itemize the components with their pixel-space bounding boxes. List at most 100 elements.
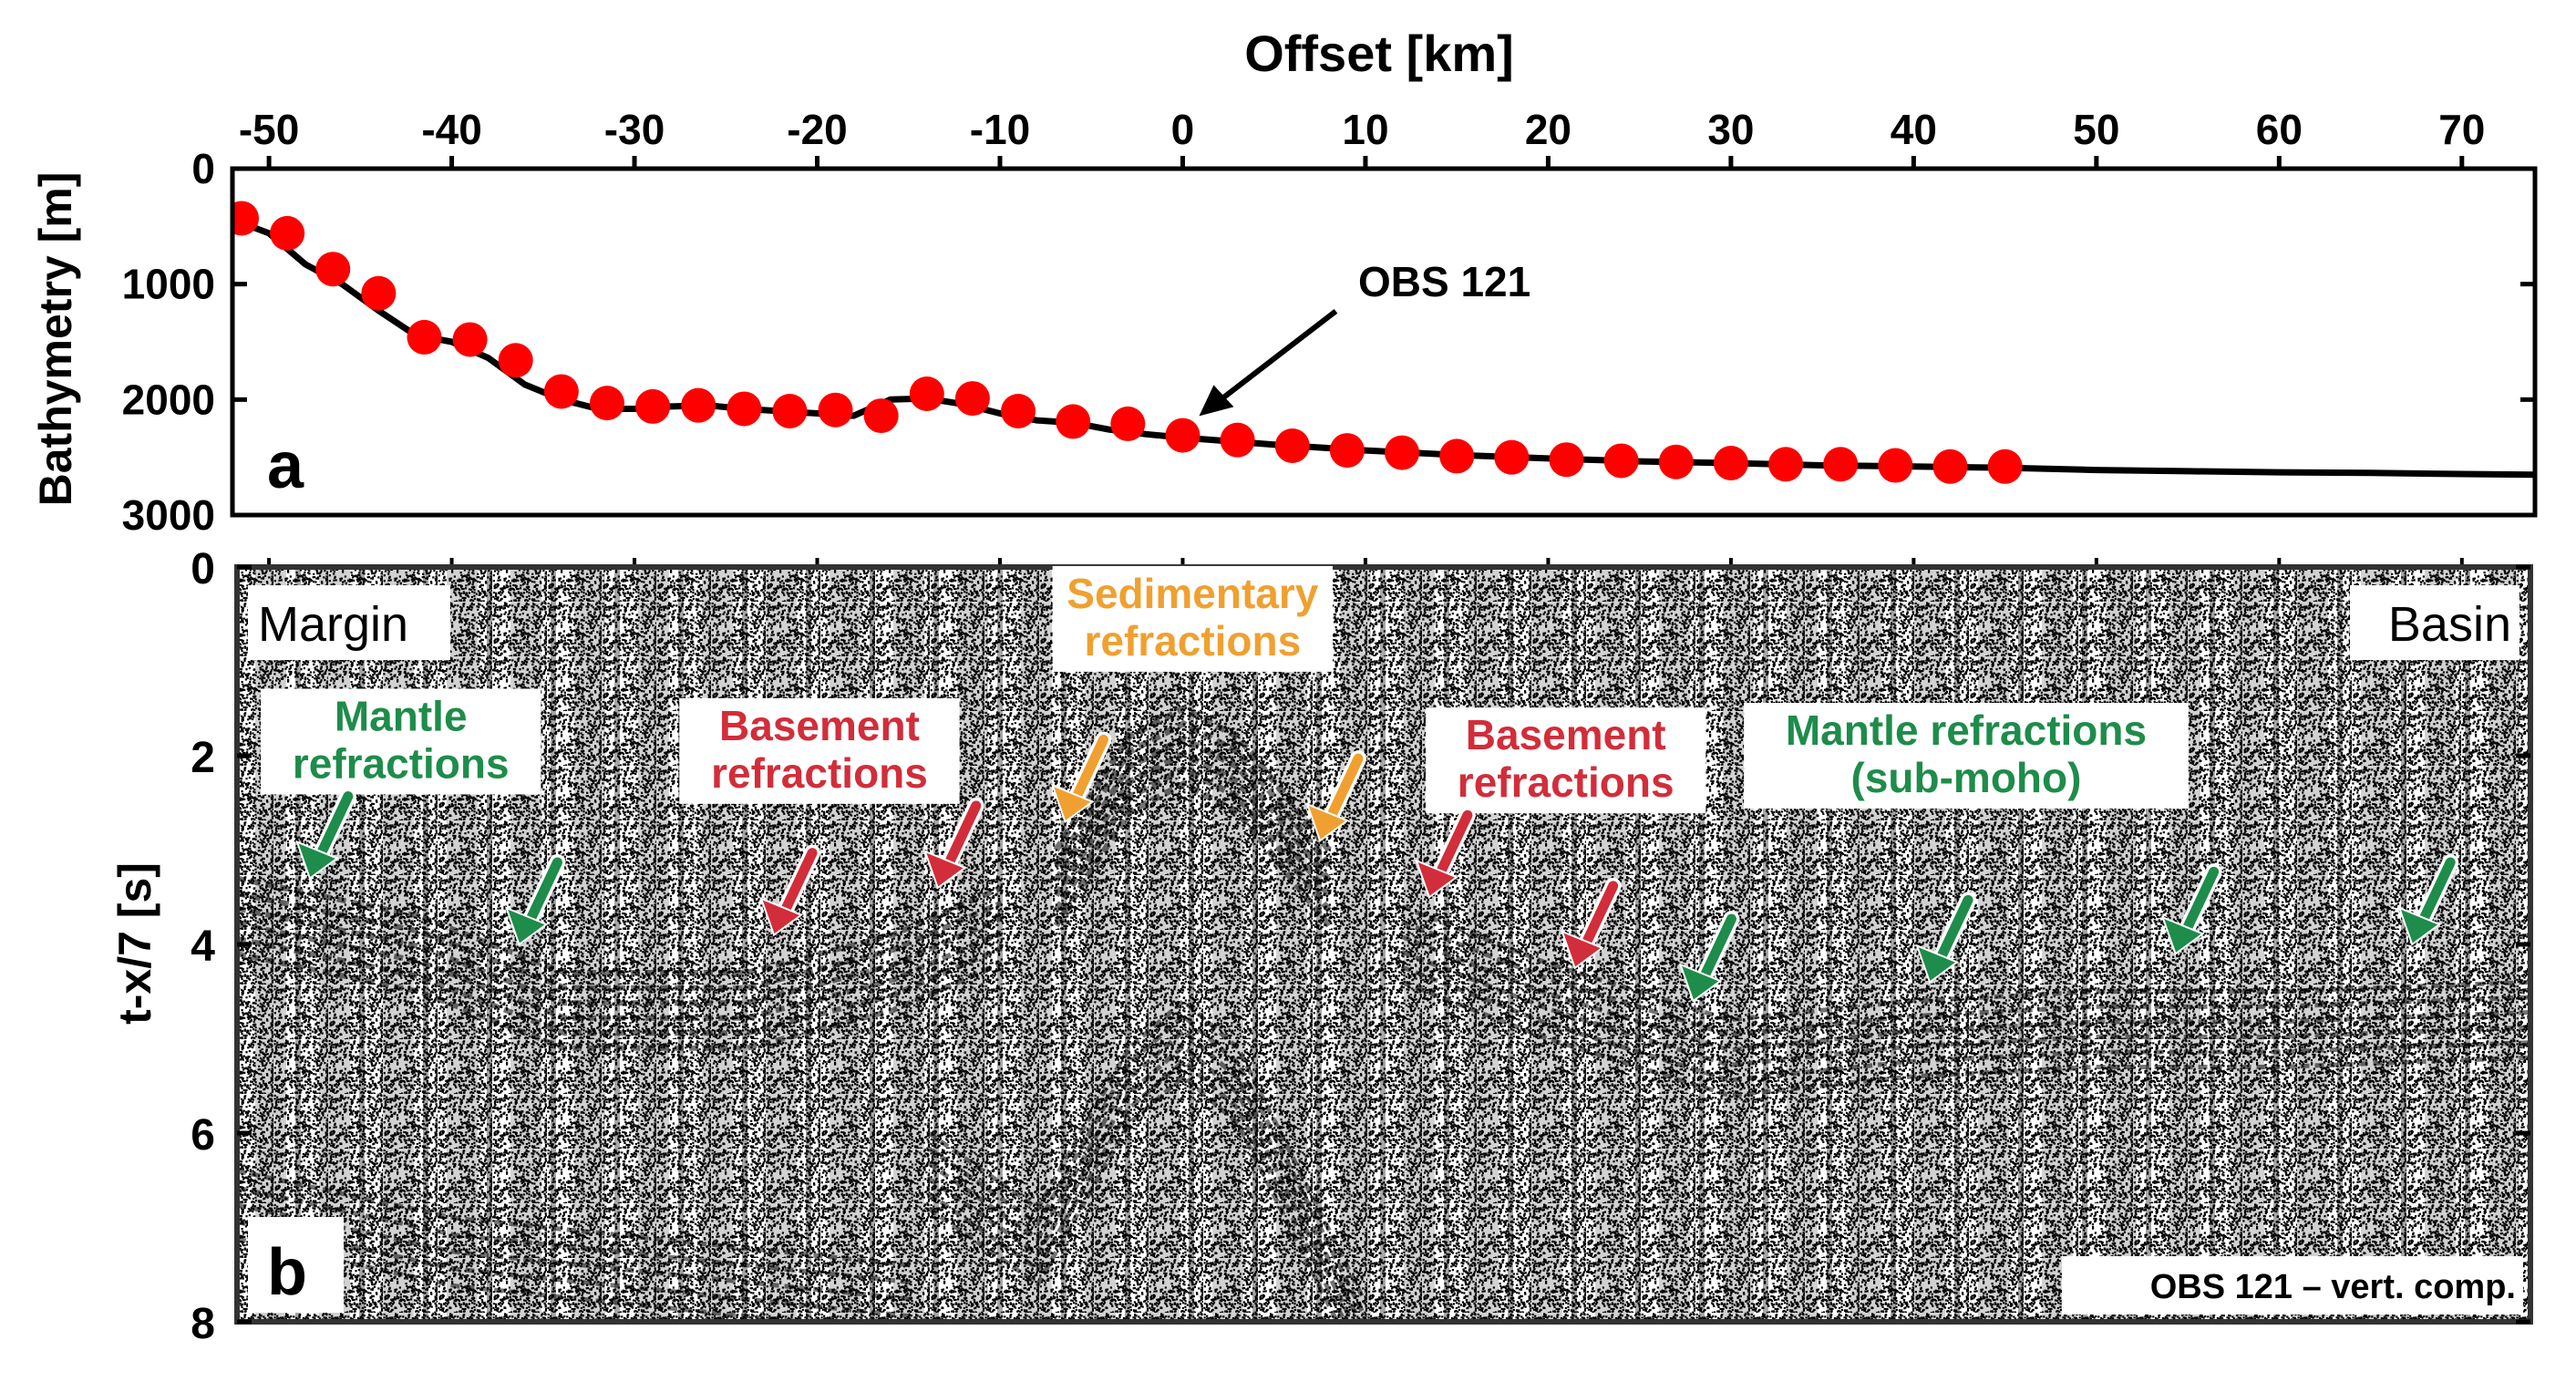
obs-marker <box>1823 447 1859 482</box>
margin-refraction-band <box>237 875 1003 975</box>
y-tick-label: 6 <box>191 1111 215 1160</box>
arrow-head <box>2397 906 2442 946</box>
arrow-shaft <box>777 848 818 923</box>
annotation-label: Basement <box>719 702 920 749</box>
arrow-head <box>1678 963 1723 1003</box>
x-tick-label: 30 <box>1707 106 1754 153</box>
x-tick-label: -50 <box>239 106 299 153</box>
obs-marker <box>1274 428 1310 463</box>
arrow-head <box>1050 783 1095 824</box>
annotation-label: Mantle <box>335 692 468 739</box>
annotation-label: Basement <box>1466 711 1666 758</box>
lower-margin-band <box>237 1168 912 1268</box>
arrow-shaft <box>1932 894 1973 969</box>
x-tick-label: 0 <box>1171 106 1195 153</box>
panel-a-label: a <box>267 429 304 502</box>
obs-marker <box>818 392 853 428</box>
obs-marker <box>726 391 762 427</box>
arrow-head <box>1305 802 1350 842</box>
y-tick-label: 8 <box>191 1300 215 1348</box>
basin-refraction-band <box>1401 949 2530 1068</box>
arrow-head <box>923 850 967 890</box>
obs-marker <box>1932 449 1968 484</box>
annotation-box <box>679 697 960 804</box>
deep-arrival-band <box>927 997 1368 1304</box>
obs-marker <box>498 343 533 378</box>
margin-label: Margin <box>258 597 408 652</box>
arrow-head <box>1415 859 1458 899</box>
sediment-refraction-band <box>1053 705 1332 852</box>
arrow-shaft <box>2179 866 2220 941</box>
basin-label: Basin <box>2388 597 2511 652</box>
obs-marker <box>407 319 442 355</box>
obs-marker <box>232 201 260 236</box>
panel-a-y-ticks: 0 1000 2000 3000 <box>122 145 2535 539</box>
deep-arrival-band <box>927 1027 1363 1322</box>
arrow-shaft <box>313 791 354 866</box>
obs-marker <box>1658 444 1694 479</box>
sediment-refraction-band <box>1053 765 1332 913</box>
sediment-refraction-band <box>1053 749 1332 898</box>
arrow-shaft <box>1695 913 1736 988</box>
arrow-head <box>295 840 339 881</box>
x-tick-label: 50 <box>2073 106 2119 153</box>
obs-121-annotation: OBS 121 <box>1199 258 1530 417</box>
annotation-label: (sub-moho) <box>1851 754 2082 801</box>
annotation-box <box>261 688 541 795</box>
x-tick-label: -10 <box>970 106 1030 153</box>
y-tick-label: 3000 <box>122 491 215 539</box>
obs-marker <box>909 376 944 411</box>
panel-b-y-axis-label: t-x/7 [s] <box>109 862 160 1025</box>
annotation-box <box>1744 703 2189 809</box>
x-axis-title: Offset [km] <box>1244 25 1514 82</box>
deep-arrival-band <box>927 1043 1355 1322</box>
arrow-head <box>1560 930 1604 970</box>
obs-marker <box>452 322 488 357</box>
basin-label-box <box>2350 585 2519 660</box>
obs-marker <box>1439 438 1475 474</box>
obs-marker <box>361 275 397 311</box>
obs-marker <box>1001 394 1036 428</box>
panel-a-frame <box>230 166 2538 518</box>
basin-refraction-band <box>1401 904 2530 1023</box>
margin-label-box <box>248 585 450 660</box>
panel-a-background <box>232 169 2535 515</box>
sediment-refraction-band <box>1053 719 1332 868</box>
x-tick-label: 70 <box>2438 106 2485 153</box>
panel-a-y-axis-label: Bathymetry [m] <box>30 172 81 507</box>
annotation-box <box>1052 565 1334 672</box>
x-tick-label: -30 <box>604 106 665 153</box>
obs-caption-box <box>2062 1256 2523 1315</box>
deep-arrival-band <box>927 1013 1368 1320</box>
arrow-head <box>504 906 549 946</box>
lower-margin-band <box>237 1219 912 1319</box>
y-tick-label: 4 <box>191 923 215 971</box>
x-tick-label: 20 <box>1525 106 1571 153</box>
basin-refraction-band <box>1401 919 2530 1037</box>
annotation-arrow-shaft <box>1211 308 1338 407</box>
annotation-arrow-head <box>1199 385 1234 417</box>
arrow-shaft <box>1068 734 1109 809</box>
basin-refraction-band <box>1401 934 2530 1053</box>
basin-refraction-band <box>1401 980 2530 1098</box>
margin-refraction-band <box>237 921 1003 1021</box>
obs-marker <box>1494 439 1530 475</box>
y-tick-label: 2000 <box>122 376 215 423</box>
deep-arrival-band <box>927 1057 1348 1322</box>
annotation-label: OBS 121 <box>1358 258 1530 305</box>
annotation-box <box>1426 707 1706 814</box>
obs-marker <box>772 394 808 428</box>
panel-b-annotations: MantlerefractionsBasementrefractionsSedi… <box>261 565 2459 1003</box>
obs-marker <box>1220 422 1255 458</box>
basin-refraction-band <box>1401 964 2530 1083</box>
arrow-shaft <box>522 857 563 932</box>
obs-marker <box>589 386 624 421</box>
x-tick-label: 40 <box>1891 106 1937 153</box>
y-tick-label: 0 <box>191 145 215 192</box>
y-tick-label: 0 <box>191 545 215 593</box>
lower-margin-band <box>237 1185 912 1284</box>
seismic-trace-stripes <box>237 567 2530 1322</box>
obs-marker <box>1056 404 1091 439</box>
obs-marker <box>1987 449 2023 484</box>
